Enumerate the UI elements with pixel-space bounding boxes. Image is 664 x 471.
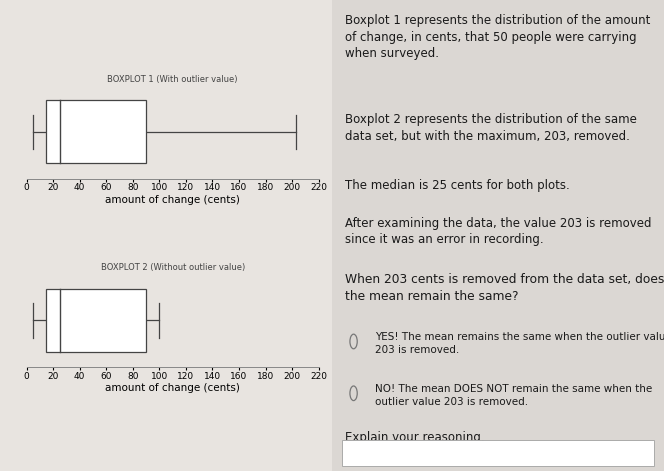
X-axis label: amount of change (cents): amount of change (cents) [105,195,240,205]
Text: When 203 cents is removed from the data set, does
the mean remain the same?: When 203 cents is removed from the data … [345,273,664,303]
Text: Boxplot 1 represents the distribution of the amount
of change, in cents, that 50: Boxplot 1 represents the distribution of… [345,14,651,60]
Text: After examining the data, the value 203 is removed
since it was an error in reco: After examining the data, the value 203 … [345,217,652,246]
Text: NO! The mean DOES NOT remain the same when the
outlier value 203 is removed.: NO! The mean DOES NOT remain the same wh… [375,384,653,406]
Bar [46,289,146,352]
Text: Explain your reasoning.: Explain your reasoning. [345,431,485,444]
Text: The median is 25 cents for both plots.: The median is 25 cents for both plots. [345,179,570,192]
Bar [46,100,146,163]
X-axis label: amount of change (cents): amount of change (cents) [105,383,240,393]
Text: Boxplot 2 represents the distribution of the same
data set, but with the maximum: Boxplot 2 represents the distribution of… [345,113,637,143]
Title: BOXPLOT 2 (Without outlier value): BOXPLOT 2 (Without outlier value) [100,263,245,272]
FancyBboxPatch shape [342,440,654,466]
Text: YES! The mean remains the same when the outlier value
203 is removed.: YES! The mean remains the same when the … [375,332,664,355]
Title: BOXPLOT 1 (With outlier value): BOXPLOT 1 (With outlier value) [108,75,238,84]
